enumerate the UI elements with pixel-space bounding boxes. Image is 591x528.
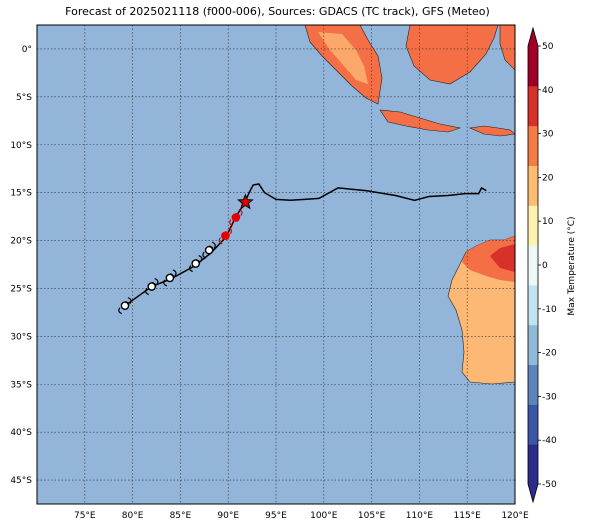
colorbar-tick-label: 0 (542, 261, 548, 271)
colorbar-segment (528, 324, 538, 366)
colorbar-segment (528, 284, 538, 326)
storm-symbol (229, 209, 243, 227)
lat-tick-label: 15°S (10, 189, 32, 199)
lat-tick-label: 45°S (10, 476, 32, 486)
past-track-line (244, 183, 487, 202)
land-lesser-sunda (468, 125, 515, 137)
land-sumatra-highlands (318, 32, 368, 84)
colorbar-tick-label: 20 (542, 173, 554, 183)
map-frame (36, 24, 516, 505)
colorbar-min-arrow (528, 484, 538, 502)
colorbar-tick-label: -30 (542, 392, 557, 402)
land-masses (304, 25, 515, 385)
storm-track (118, 183, 487, 315)
colorbar-tick-label: -50 (542, 480, 557, 490)
colorbar-tick-label: -20 (542, 349, 557, 359)
lat-tick-label: 30°S (10, 332, 32, 342)
lon-tick-label: 105°E (358, 511, 386, 521)
lon-tick-label: 75°E (74, 511, 96, 521)
lat-tick-label: 35°S (10, 380, 32, 390)
lon-tick-label: 95°E (265, 511, 287, 521)
land-australia-hottest (490, 244, 515, 272)
lat-tick-label: 25°S (10, 284, 32, 294)
storm-symbol (218, 227, 233, 245)
colorbar-segment (528, 46, 538, 87)
longitude-ticks: 75°E 80°E 85°E 90°E 95°E 100°E 105°E 110°E 115°E… (74, 511, 529, 521)
lon-tick-label: 85°E (170, 511, 192, 521)
lat-tick-label: 40°S (10, 428, 32, 438)
lon-tick-label: 90°E (217, 511, 239, 521)
land-australia-hot (462, 236, 515, 282)
lat-tick-label: 5°S (16, 93, 32, 103)
depression-symbol (145, 277, 159, 296)
map-title: Forecast of 2025021118 (f000-006), Sourc… (65, 5, 490, 18)
lat-tick-label: 10°S (10, 141, 32, 151)
colorbar-segment (528, 404, 538, 445)
colorbar-tick-label: -40 (542, 436, 557, 446)
land-borneo (405, 25, 499, 85)
depression-symbol (163, 269, 177, 287)
current-position-star (236, 193, 254, 210)
colorbar-segment (528, 165, 538, 206)
colorbar-label: Max Temperature (°C) (567, 216, 577, 315)
colorbar-segment (528, 85, 538, 127)
colorbar-segment (528, 444, 538, 485)
colorbar-segment (528, 245, 538, 286)
colorbar-max-arrow (528, 28, 538, 46)
latitude-ticks: 0° 5°S 10°S 15°S 20°S 25°S 30°S 35°S 40°S 45°S (10, 45, 32, 486)
lon-tick-label: 110°E (406, 511, 434, 521)
colorbar-tick-label: 40 (542, 86, 554, 96)
graticule (37, 25, 515, 504)
lon-tick-label: 115°E (454, 511, 482, 521)
colorbar-tick-label: 10 (542, 217, 554, 227)
lon-tick-label: 80°E (122, 511, 144, 521)
colorbar-tick-label: 50 (542, 42, 554, 52)
land-sulawesi (499, 25, 515, 71)
lon-tick-label: 120°E (501, 511, 529, 521)
colorbar: 50 40 30 20 10 0 -10 -20 -30 -40 -50 (527, 26, 557, 504)
colorbar-segment (528, 125, 538, 166)
lat-tick-label: 0° (22, 45, 32, 55)
depression-symbol (118, 297, 132, 315)
colorbar-segment (528, 205, 538, 246)
depression-symbol (202, 241, 216, 259)
lon-tick-label: 100°E (310, 511, 338, 521)
lat-tick-label: 20°S (10, 237, 32, 247)
colorbar-tick-label: 30 (542, 130, 554, 140)
depression-symbol (188, 254, 203, 273)
land-java (379, 109, 462, 133)
colorbar-segment (528, 364, 538, 405)
colorbar-tick-label: -10 (542, 305, 557, 315)
